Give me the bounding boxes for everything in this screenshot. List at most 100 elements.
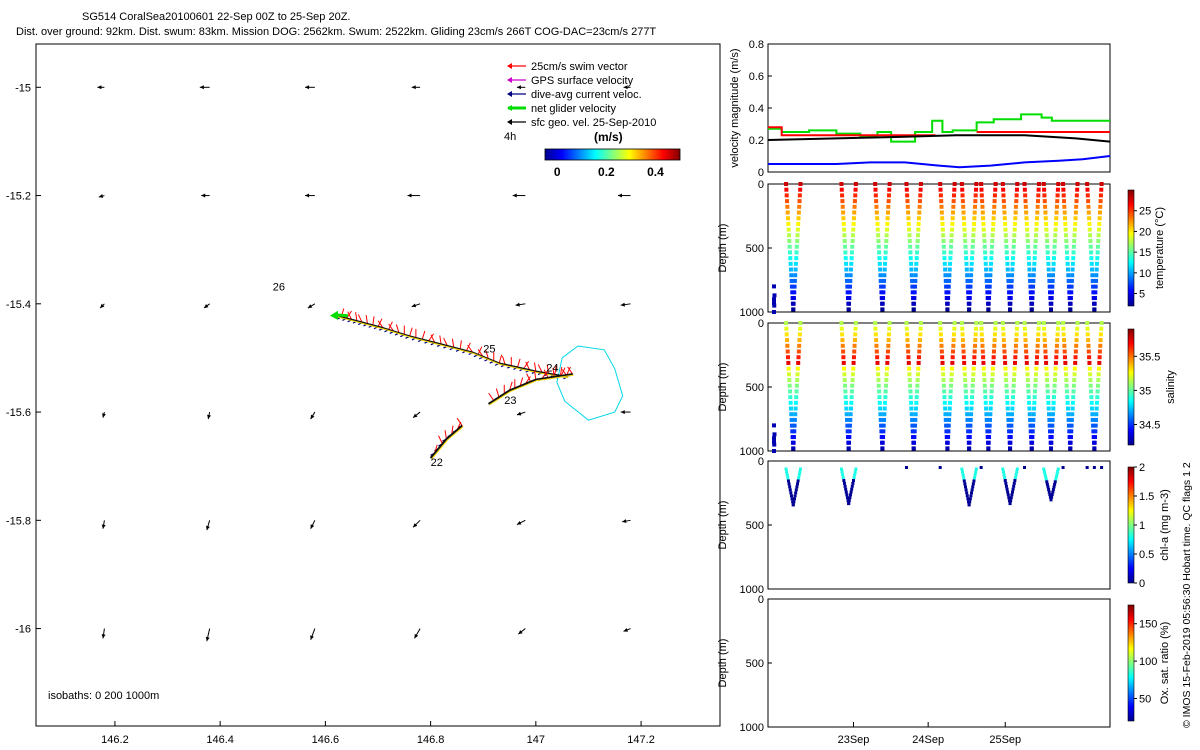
profile-point <box>1064 383 1069 388</box>
profile-point <box>1075 326 1080 331</box>
profile-point <box>1034 372 1039 377</box>
profile-point <box>974 187 979 192</box>
profile-point <box>1053 366 1058 371</box>
profile-point <box>1069 429 1074 434</box>
profile-point <box>847 284 852 289</box>
profile-point <box>848 273 853 278</box>
profile-point <box>938 321 943 325</box>
profile-point <box>911 307 916 312</box>
profile-point <box>972 221 977 226</box>
profile-point <box>972 216 977 221</box>
chla-point <box>1009 496 1013 500</box>
profile-point <box>959 182 964 186</box>
profile-point <box>952 182 957 186</box>
profile-point <box>971 378 976 383</box>
profile-point <box>1031 423 1036 428</box>
x-tick-label: 25Sep <box>989 734 1021 746</box>
profile-point <box>1066 284 1071 289</box>
profile-point <box>1065 267 1070 272</box>
chla-point <box>1092 466 1096 469</box>
profile-point <box>786 366 791 371</box>
profile-point <box>792 290 797 295</box>
profile-point <box>844 273 849 278</box>
profile-point <box>991 210 996 215</box>
profile-point <box>853 332 858 337</box>
profile-point <box>873 193 878 198</box>
profile-point <box>1023 343 1028 348</box>
profile-point <box>843 250 848 255</box>
profile-point <box>1030 429 1035 434</box>
profile-point <box>795 227 800 232</box>
profile-point <box>798 321 803 325</box>
swim-vector <box>388 321 393 331</box>
chla-point <box>789 494 793 498</box>
profile-point <box>990 378 995 383</box>
profile-point <box>1025 233 1030 238</box>
profile-point <box>1054 216 1059 221</box>
profile-point <box>962 227 967 232</box>
profile-point <box>1054 204 1059 209</box>
profile-point <box>795 233 800 238</box>
profile-point <box>918 187 923 192</box>
profile-point <box>1003 221 1008 226</box>
legend-entries: 25cm/s swim vector GPS surface velocity di… <box>507 61 656 129</box>
chla-point <box>1002 473 1006 477</box>
profile-point <box>1034 221 1039 226</box>
map-legend: 25cm/s swim vector GPS surface velocity di… <box>504 61 681 179</box>
profile-point <box>981 366 986 371</box>
swim-vector <box>559 367 563 377</box>
chla-point <box>1100 466 1104 469</box>
profile-point <box>877 400 882 405</box>
profile-point <box>942 400 947 405</box>
profile-point <box>1063 360 1068 365</box>
profile-point <box>990 233 995 238</box>
chla-point <box>795 485 799 489</box>
profile-point <box>850 244 855 249</box>
profile-point <box>874 349 879 354</box>
profile-point <box>1002 204 1007 209</box>
profile-point <box>979 182 984 186</box>
profile-point <box>1047 278 1052 283</box>
profile-point <box>883 400 888 405</box>
profile-point <box>1097 221 1102 226</box>
profile-point <box>795 239 800 244</box>
profile-point <box>960 193 965 198</box>
day-labels: 26 25 24 23 22 <box>273 281 559 469</box>
profile-point <box>1047 417 1052 422</box>
profile-point <box>1043 343 1048 348</box>
profile-point <box>982 378 987 383</box>
chla-point <box>1052 485 1056 489</box>
profile-point <box>1045 383 1050 388</box>
swim-vector <box>456 417 463 426</box>
profile-point <box>1028 423 1033 428</box>
profile-point <box>1033 378 1038 383</box>
profile-point <box>986 446 991 451</box>
profile-point <box>943 406 948 411</box>
profile-point <box>1089 250 1094 255</box>
profile-point <box>1095 395 1100 400</box>
swim-vector <box>488 392 495 401</box>
profile-point <box>785 210 790 215</box>
profile-point <box>785 349 790 354</box>
geo-velocity-arrowhead <box>97 85 102 90</box>
profile-point <box>988 273 993 278</box>
profile-point <box>1053 233 1058 238</box>
profile-point <box>1098 204 1103 209</box>
chla-point <box>1046 485 1050 489</box>
salinity-y-label: Depth (m) <box>717 363 729 412</box>
profile-point <box>983 256 988 261</box>
profile-point <box>916 360 921 365</box>
y-tick-label: 0 <box>758 594 764 606</box>
profile-point <box>794 383 799 388</box>
profile-point <box>989 383 994 388</box>
map-y-ticks: -15 -15.2 -15.4 -15.6 -15.8 -16 <box>6 82 41 636</box>
profile-point <box>1066 278 1071 283</box>
chla-point <box>965 494 969 498</box>
chla-point <box>849 490 853 494</box>
chla-point <box>964 488 968 492</box>
chla-point <box>1009 499 1013 503</box>
x-tick-label: 146.2 <box>101 734 129 746</box>
geo-velocity-arrowhead <box>101 524 106 529</box>
profile-point <box>918 326 923 331</box>
colorbar-tick-label: 35 <box>1139 385 1151 397</box>
